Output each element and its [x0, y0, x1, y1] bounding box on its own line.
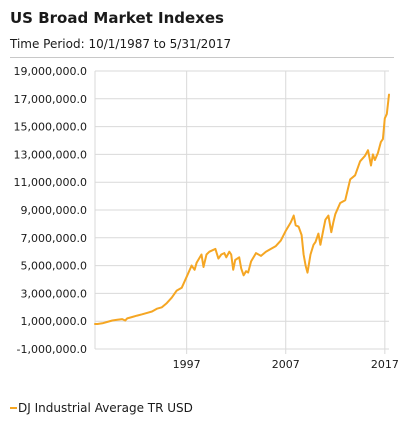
y-tick-label: 13,000,000.0: [14, 148, 87, 161]
x-tick-label: 2007: [272, 358, 300, 371]
y-tick-label: 5,000,000.0: [21, 260, 87, 273]
y-tick-label: 1,000,000.0: [21, 315, 87, 328]
y-tick-label: 3,000,000.0: [21, 287, 87, 300]
y-tick-label: 17,000,000.0: [14, 93, 87, 106]
header-divider: [10, 57, 394, 58]
y-tick-label: 19,000,000.0: [14, 65, 87, 78]
x-tick-label: 2017: [371, 358, 399, 371]
legend-swatch: [10, 407, 17, 409]
y-tick-label: 7,000,000.0: [21, 232, 87, 245]
series-line: [94, 93, 390, 325]
y-tick-label: 11,000,000.0: [14, 176, 87, 189]
chart-title: US Broad Market Indexes: [10, 9, 224, 27]
legend-label: DJ Industrial Average TR USD: [18, 401, 193, 415]
y-tick-label: 15,000,000.0: [14, 121, 87, 134]
x-tick-label: 1997: [173, 358, 201, 371]
chart-subtitle: Time Period: 10/1/1987 to 5/31/2017: [10, 37, 232, 51]
y-tick-label: -1,000,000.0: [17, 343, 87, 356]
chart-grid: [94, 70, 389, 354]
chart-legend: DJ Industrial Average TR USD: [10, 401, 193, 415]
chart-series: [94, 93, 390, 325]
y-tick-label: 9,000,000.0: [21, 204, 87, 217]
x-axis-labels: 1997 2007 2017: [173, 358, 399, 371]
y-axis-labels: -1,000,000.0 1,000,000.0 3,000,000.0 5,000,…: [14, 65, 87, 356]
